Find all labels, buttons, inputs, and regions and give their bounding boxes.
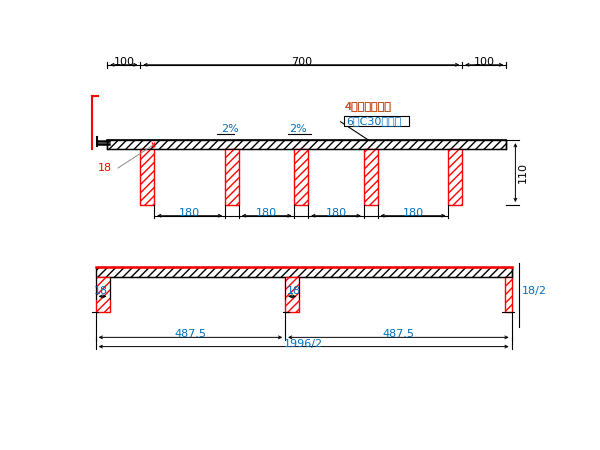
Bar — [344, 117, 409, 126]
Bar — [225, 149, 239, 205]
Text: 700: 700 — [291, 57, 312, 67]
Bar — [107, 140, 506, 149]
Text: 487.5: 487.5 — [175, 329, 206, 339]
Text: 18: 18 — [287, 286, 301, 296]
Bar — [295, 149, 308, 205]
Bar — [364, 149, 377, 205]
Text: 18/2: 18/2 — [521, 286, 547, 296]
Text: 18: 18 — [98, 163, 112, 173]
Text: 1996/2: 1996/2 — [284, 338, 323, 348]
Text: 2%: 2% — [289, 125, 307, 135]
Text: 6厚C30混凝土: 6厚C30混凝土 — [346, 117, 401, 126]
Text: 110: 110 — [518, 162, 528, 183]
Text: 100: 100 — [113, 57, 134, 67]
Text: 2%: 2% — [221, 125, 239, 135]
Text: 180: 180 — [403, 207, 424, 218]
Bar — [448, 149, 462, 205]
Bar — [140, 149, 154, 205]
Text: 18: 18 — [94, 286, 107, 296]
Bar — [285, 277, 299, 312]
Bar — [505, 277, 512, 312]
Bar — [96, 277, 110, 312]
Text: 180: 180 — [179, 207, 200, 218]
Text: 487.5: 487.5 — [382, 329, 415, 339]
Text: 4厚沥青混凝土: 4厚沥青混凝土 — [344, 101, 391, 111]
Text: 4厕氥青混凝土: 4厕氥青混凝土 — [344, 101, 391, 111]
Text: 180: 180 — [325, 207, 347, 218]
Text: 180: 180 — [256, 207, 277, 218]
Text: 100: 100 — [474, 57, 495, 67]
Bar — [96, 267, 512, 277]
